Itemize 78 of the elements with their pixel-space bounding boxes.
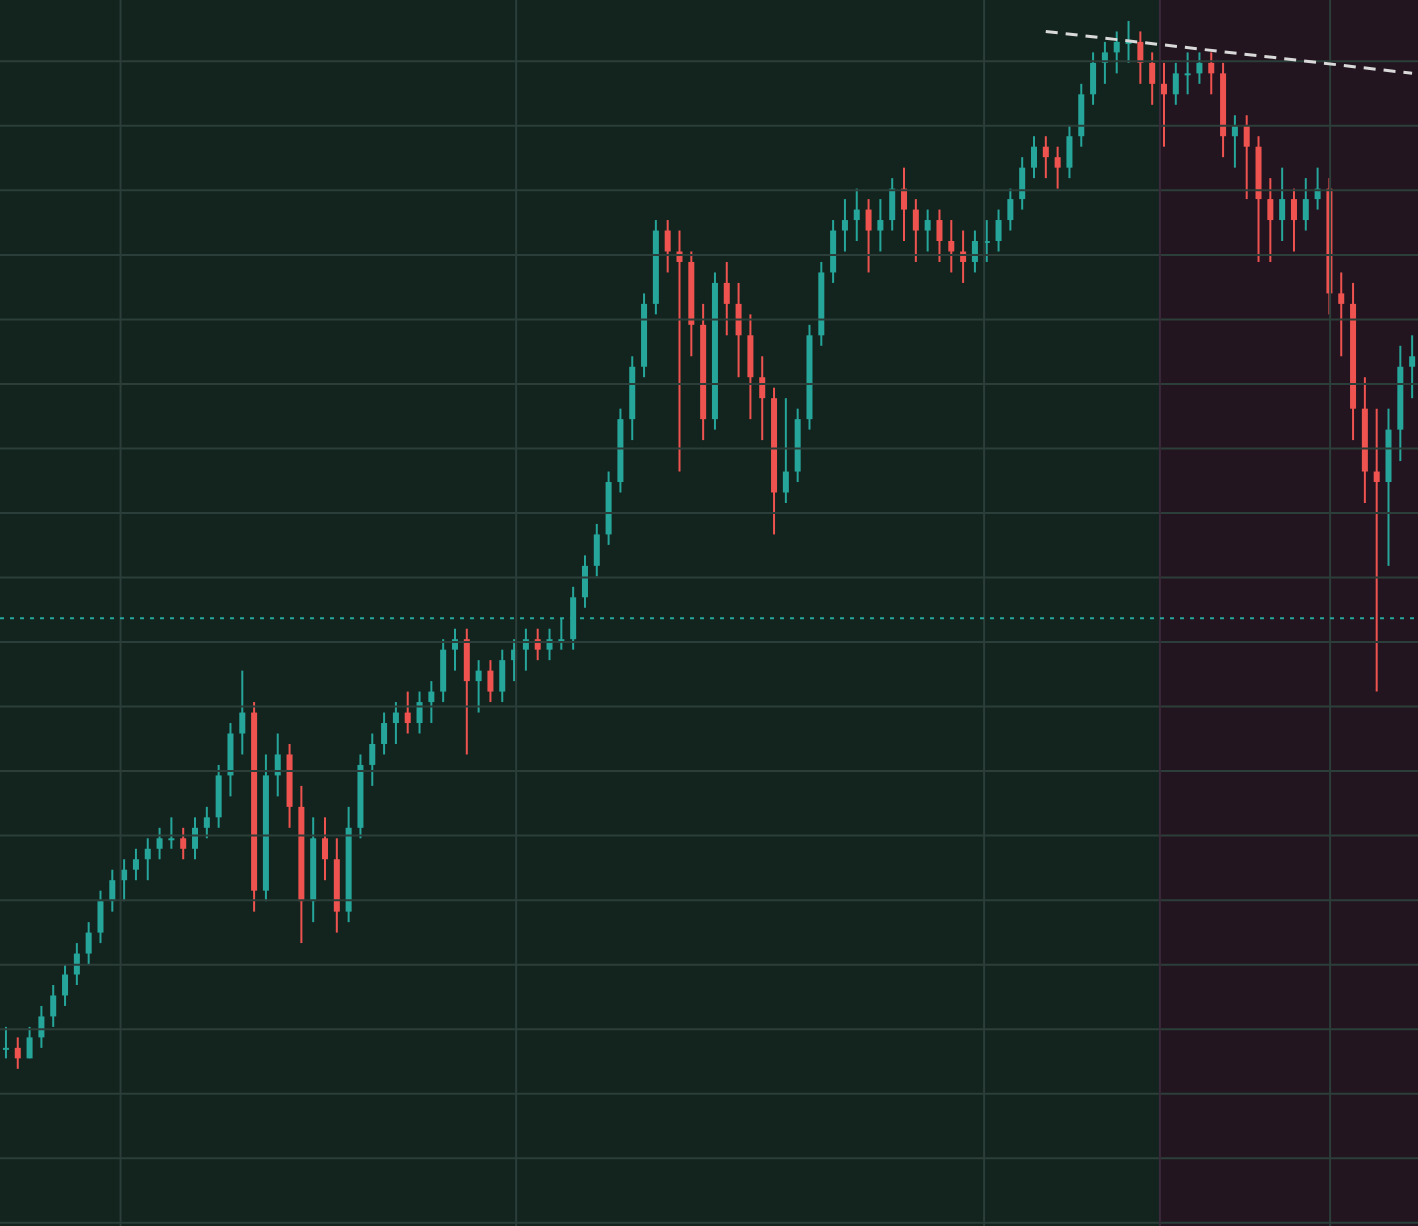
candlestick	[912, 198, 919, 263]
candlestick	[759, 355, 766, 442]
candlestick	[38, 1004, 45, 1049]
candlestick	[1196, 51, 1203, 85]
candlestick	[85, 921, 92, 966]
candlestick	[97, 889, 104, 945]
candlestick	[499, 648, 506, 704]
candlestick	[1149, 51, 1156, 106]
candlestick	[830, 219, 837, 284]
candlestick	[109, 868, 116, 913]
candlestick	[1042, 135, 1049, 180]
candlestick	[369, 732, 376, 787]
candlestick	[475, 659, 482, 714]
candlestick	[1113, 30, 1120, 75]
candlestick	[1078, 82, 1085, 148]
candlestick	[1302, 177, 1309, 232]
candlestick	[1373, 407, 1380, 693]
candlestick	[747, 313, 754, 421]
candlestick	[381, 711, 388, 756]
candlestick	[62, 963, 69, 1007]
candlestick	[239, 669, 246, 756]
candlestick	[1184, 51, 1191, 96]
candlestick	[1031, 135, 1037, 180]
candlestick	[274, 732, 281, 798]
candlestick	[948, 219, 955, 274]
candlestick	[593, 522, 600, 578]
candlestick	[1279, 166, 1286, 243]
candlestick	[2, 1025, 9, 1060]
candlestick	[416, 690, 423, 735]
candlestick	[192, 816, 199, 861]
candlestick	[14, 1036, 21, 1070]
candlestick	[1007, 187, 1014, 232]
candlestick	[936, 208, 943, 263]
candlestick	[1160, 61, 1167, 148]
candlestick	[995, 208, 1002, 253]
candlestick	[971, 229, 978, 274]
candlestick	[853, 187, 860, 243]
candlestick	[463, 627, 470, 756]
candlestick	[1338, 271, 1345, 358]
candlestick	[782, 397, 789, 504]
candlestick	[1019, 156, 1026, 211]
candlestick	[1243, 114, 1250, 201]
candlestick	[735, 281, 742, 379]
candlestick	[1267, 177, 1274, 263]
candlestick	[132, 847, 139, 882]
candlestick	[1066, 124, 1073, 180]
candlestick	[1409, 334, 1416, 400]
candlestick	[581, 554, 588, 609]
candlestick	[487, 659, 494, 704]
candlestick	[1208, 51, 1215, 96]
candlestick	[322, 816, 328, 882]
candlestick	[1054, 145, 1061, 190]
candlestick	[440, 638, 447, 704]
candlestick	[889, 177, 896, 232]
candlestick	[392, 701, 399, 745]
candlestick	[865, 198, 872, 274]
candlestick	[1172, 61, 1179, 106]
candlestick	[723, 260, 730, 337]
candlestick	[168, 816, 175, 850]
candlestick	[203, 805, 210, 840]
candlestick	[50, 983, 57, 1028]
candlestick	[215, 763, 222, 829]
candlestick	[901, 166, 908, 243]
candlestick	[877, 198, 884, 253]
candlestick	[1137, 30, 1144, 85]
candlestick	[144, 837, 151, 882]
candlestick	[664, 219, 671, 274]
candlestick	[404, 690, 411, 735]
candlestick	[227, 722, 234, 798]
candlestick	[180, 826, 187, 861]
candlestick	[924, 208, 931, 253]
candlestick	[1290, 187, 1297, 253]
candlestick	[26, 1025, 33, 1060]
candlestick	[156, 826, 163, 861]
candlestick	[73, 942, 80, 986]
candlestick	[841, 198, 848, 253]
candlestick	[1090, 51, 1097, 106]
candlestick	[428, 680, 435, 725]
